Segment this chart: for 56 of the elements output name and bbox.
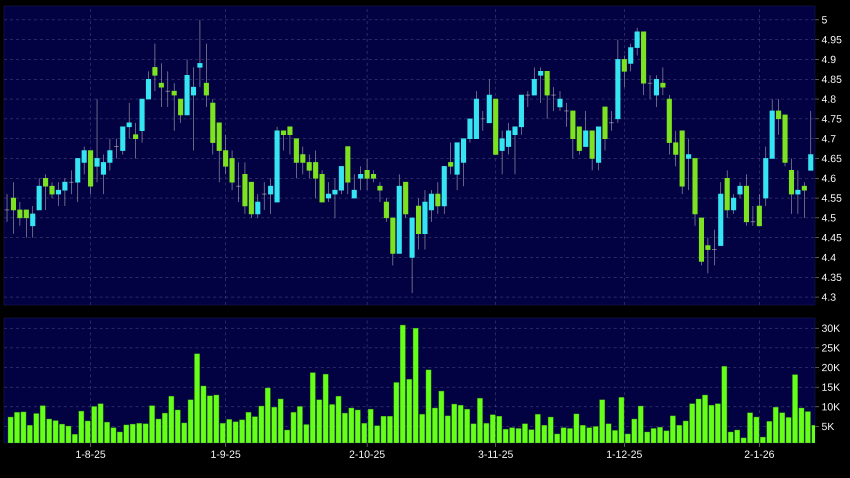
y-tick-label: 4.85 <box>822 76 842 83</box>
candlestick <box>544 71 550 120</box>
y-tick-label: 4.75 <box>822 115 842 123</box>
candlestick <box>686 138 692 190</box>
candlestick <box>660 67 666 96</box>
candlestick <box>802 182 807 218</box>
candlestick <box>608 110 614 132</box>
candlestick <box>435 182 440 214</box>
y-tick-label: 10K <box>822 403 840 411</box>
y-tick-label: 4.45 <box>822 234 842 242</box>
candlestick <box>795 170 800 214</box>
x-tick-label: 2-10-25 <box>350 450 385 458</box>
candlestick <box>133 122 138 159</box>
candlestick <box>255 194 260 218</box>
candlestick <box>158 63 164 108</box>
y-tick-label: 4.65 <box>822 154 842 162</box>
x-tick-label: 1-12-25 <box>607 450 642 458</box>
y-tick-label: 4.6 <box>822 174 836 182</box>
candlestick <box>788 158 794 214</box>
y-tick-label: 30K <box>822 324 840 332</box>
candlestick <box>36 178 42 210</box>
y-tick-label: 4.35 <box>822 274 842 281</box>
candlestick <box>377 182 383 202</box>
candlestick <box>538 67 544 104</box>
candlestick <box>197 20 202 88</box>
candlestick <box>557 90 563 112</box>
y-tick-label: 20K <box>822 364 840 372</box>
y-tick-label: 5 <box>822 16 827 24</box>
candlestick <box>152 43 158 92</box>
candlestick <box>737 182 743 198</box>
candlestick <box>178 98 184 124</box>
y-tick-label: 4.3 <box>822 293 836 301</box>
y-tick-label: 4.4 <box>822 254 836 262</box>
candlestick <box>712 229 717 266</box>
y-tick-label: 4.55 <box>822 194 842 202</box>
y-tick-label: 4.9 <box>822 56 836 64</box>
candlestick <box>30 206 36 238</box>
y-tick-label: 4.5 <box>822 214 836 222</box>
candlestick <box>808 110 814 171</box>
x-tick-label: 1-9-25 <box>211 450 240 458</box>
candlestick <box>204 43 209 108</box>
candlestick <box>622 55 627 88</box>
x-tick-label: 1-8-25 <box>76 450 106 458</box>
candlestick <box>352 174 357 198</box>
y-tick-label: 4.8 <box>822 95 836 103</box>
candlestick <box>448 142 454 175</box>
candlestick <box>731 194 736 214</box>
candlestick <box>583 110 588 147</box>
x-tick-label: 3-11-25 <box>478 450 513 458</box>
y-tick-label: 5K <box>822 422 834 430</box>
y-tick-label: 4.7 <box>822 135 836 142</box>
y-tick-label: 4.95 <box>822 36 842 44</box>
y-tick-label: 25K <box>822 344 840 352</box>
y-tick-label: 15K <box>822 384 840 391</box>
x-tick-label: 2-1-26 <box>744 450 774 458</box>
candlestick <box>358 166 364 190</box>
